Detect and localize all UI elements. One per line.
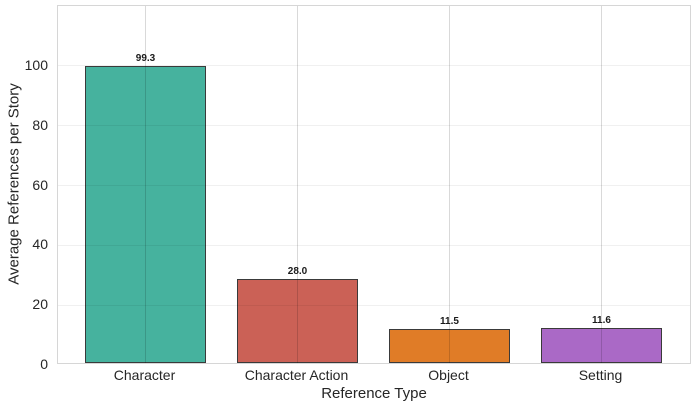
y-tick-label-20: 20 (32, 296, 48, 313)
vertical-gridline (297, 6, 298, 363)
x-tick-label-object: Object (428, 367, 469, 383)
bar-setting (541, 328, 662, 363)
y-tick-label-40: 40 (32, 236, 48, 253)
horizontal-gridline (58, 65, 690, 67)
bar-character (85, 65, 206, 363)
x-tick-label-character-action: Character Action (244, 367, 349, 383)
horizontal-gridline (58, 244, 690, 246)
x-tick-label-character: Character (113, 367, 176, 383)
horizontal-gridline (58, 125, 690, 127)
vertical-gridline (601, 6, 602, 363)
bar-value-label-setting: 11.6 (592, 315, 611, 327)
horizontal-gridline (58, 304, 690, 306)
bar-value-label-object: 11.5 (440, 315, 459, 327)
bar-value-label-character-action: 28.0 (287, 266, 308, 278)
plot-area: 99.3 28.0 11.5 11.6 (57, 5, 691, 364)
x-tick-label-setting: Setting (578, 367, 623, 383)
y-tick-label-80: 80 (32, 116, 48, 133)
x-axis-label: Reference Type (321, 385, 427, 402)
horizontal-gridline (58, 185, 690, 186)
bar-character-action (237, 279, 358, 363)
bar-value-label-character: 99.3 (135, 52, 156, 64)
y-tick-label-60: 60 (32, 176, 48, 193)
y-axis-label: Average References per Story (5, 83, 23, 285)
vertical-gridline (449, 6, 450, 363)
bar-object (389, 328, 510, 363)
vertical-gridline (145, 6, 146, 363)
y-tick-label-100: 100 (24, 56, 48, 73)
y-tick-label-0: 0 (40, 356, 48, 372)
